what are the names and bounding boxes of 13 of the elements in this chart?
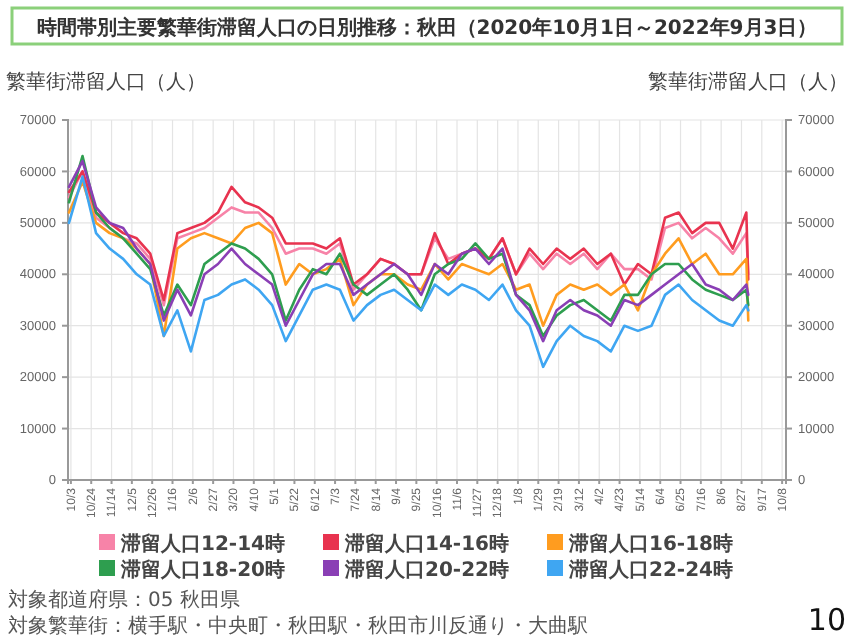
legend-label: 滞留人口12-14時 [119, 532, 285, 556]
text: 10 [807, 602, 846, 638]
legend-label: 滞留人口20-22時 [343, 558, 509, 582]
text: 対象都道府県：05 秋田県 [8, 588, 240, 612]
legend-label: 滞留人口22-24時 [567, 558, 733, 582]
chart-title: 時間帯別主要繁華街滞留人口の日別推移：秋田（2020年10月1日～2022年9月3日） [36, 16, 818, 40]
y2-axis-title: 繁華街滞留人口（人） [648, 70, 848, 94]
legend-label: 滞留人口18-20時 [119, 558, 285, 582]
text: 対象繁華街：横手駅・中央町・秋田駅・秋田市川反通り・大曲駅 [8, 614, 588, 638]
y-axis-title: 繁華街滞留人口（人） [6, 70, 206, 94]
legend-label: 滞留人口16-18時 [567, 532, 733, 556]
legend-label: 滞留人口14-16時 [343, 532, 509, 556]
line-series [67, 175, 750, 369]
